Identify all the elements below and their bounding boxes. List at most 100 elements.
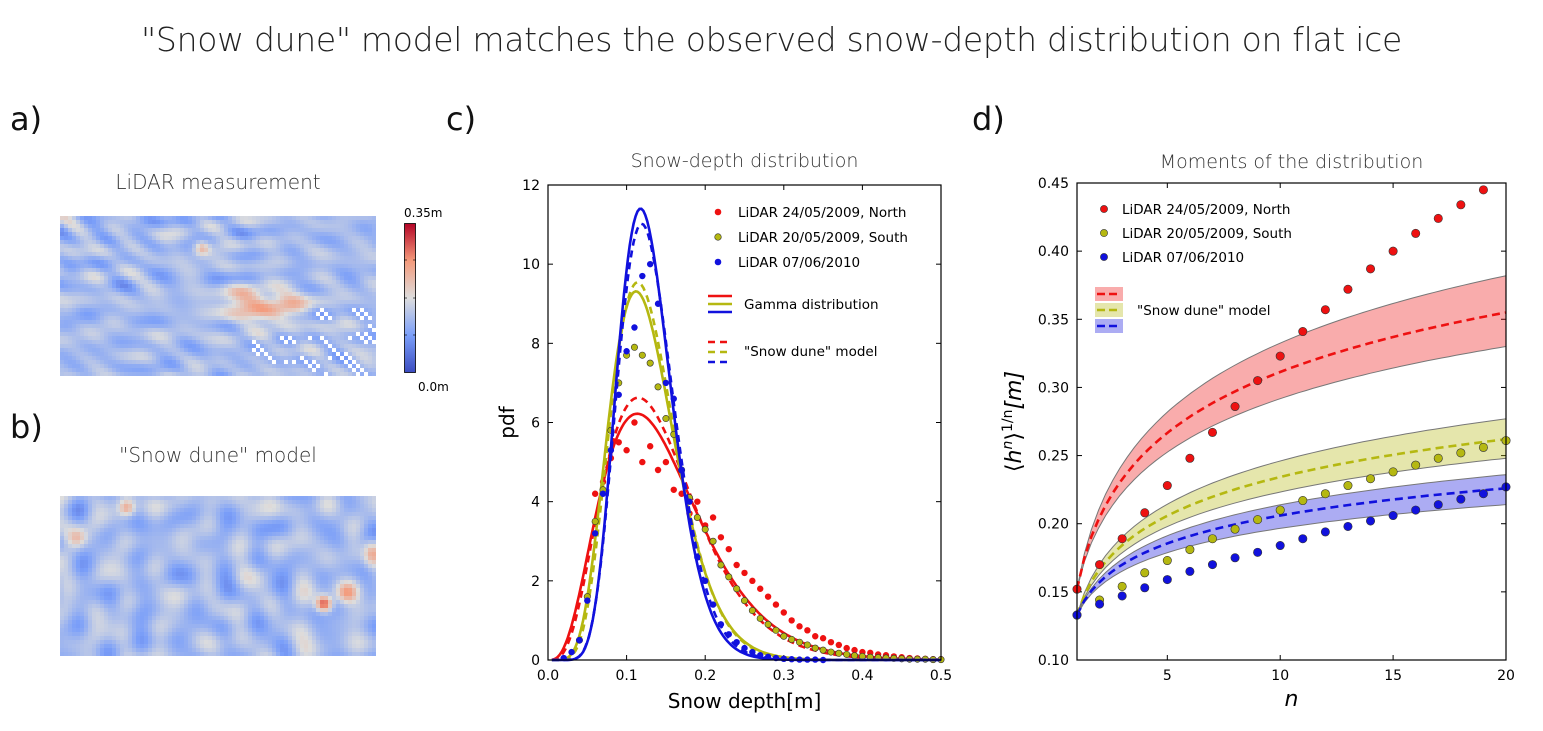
data-point-2010 [1298,534,1308,544]
data-point-south [654,383,662,391]
data-point-2010 [749,648,756,656]
data-point-2010 [662,379,670,387]
data-point-south [693,513,701,521]
legend-marker-south [1100,229,1108,237]
data-point-north [1140,508,1150,518]
data-point-2010 [1140,583,1150,593]
x-tick-label: 0.5 [930,668,952,684]
x-tick-label: 15 [1384,668,1402,684]
data-point-2010 [1275,541,1285,551]
chart-c-ylabel: pdf [495,405,519,438]
y-tick-label: 0.20 [1038,517,1069,533]
data-point-north [812,633,819,640]
data-point-2010 [717,621,725,628]
data-point-2010 [780,655,787,663]
data-point-south [646,359,654,367]
data-point-2010 [709,601,717,608]
data-point-north [1275,351,1285,361]
data-point-south [748,607,756,615]
data-point-south [803,641,811,649]
data-point-2010 [1456,494,1466,504]
ylabel-part: 1/n [1000,410,1016,433]
legend-label: LiDAR 07/06/2010 [738,255,860,271]
data-point-2010 [1117,591,1127,601]
data-point-north [1456,200,1466,210]
data-point-south [796,638,804,646]
colorbar-min-label: 0.0m [418,380,449,394]
panel-a-title: LiDAR measurement [115,170,321,194]
data-point-2010 [670,395,677,402]
data-point-south [843,650,851,658]
chart-c-title: Snow-depth distribution [631,150,859,172]
data-point-south [701,525,709,533]
model-line-north [1075,311,1507,590]
data-point-north [631,419,638,426]
model-line-north [551,396,941,662]
data-point-2010 [764,653,772,661]
data-point-south [1320,489,1330,499]
data-point-south [811,644,819,652]
legend-marker-north [1100,205,1108,213]
data-point-south [1185,545,1195,555]
data-point-north [591,490,599,497]
y-tick-label: 0.40 [1038,244,1069,260]
data-point-south [756,614,764,622]
legend-model-label: "Snow dune" model [744,344,877,360]
x-tick-label: 20 [1497,668,1515,684]
data-point-south [638,351,646,359]
legend-label: LiDAR 24/05/2009, North [738,205,907,221]
ylabel-part: [m] [1002,371,1027,410]
data-point-2010 [646,260,654,268]
data-point-2010 [654,300,662,307]
legend-marker-2010 [714,258,722,266]
data-point-south [1162,556,1172,566]
data-point-2010 [584,597,591,604]
data-point-south [1207,534,1217,544]
chart-d-title: Moments of the distribution [1160,151,1424,173]
colorbar [404,223,416,373]
data-point-north [1320,305,1330,315]
legend-marker-south [714,233,722,241]
data-point-north [780,609,787,616]
data-point-south [1275,505,1285,515]
data-point-south [741,597,749,605]
data-point-north [764,593,772,600]
y-tick-label: 0.35 [1038,312,1069,328]
data-point-north [1095,560,1105,570]
panel-b-title: "Snow dune" model [119,443,317,467]
data-point-south [851,652,859,660]
data-point-2010 [788,656,795,663]
y-tick-label: 0.45 [1038,176,1069,192]
data-point-north [788,617,795,624]
data-point-south [733,585,741,593]
data-point-north [741,569,748,577]
data-point-north [662,458,670,466]
y-tick-label: 10 [522,257,540,273]
data-point-north [1253,376,1263,386]
data-point-north [1366,264,1376,274]
data-point-north [1411,228,1421,238]
legend-label: LiDAR 07/06/2010 [1122,250,1244,266]
data-point-south [1343,481,1353,491]
data-point-south [1366,474,1376,484]
data-point-2010 [576,637,583,644]
data-point-south [819,646,827,654]
data-point-2010 [757,652,764,659]
y-tick-label: 0 [531,653,540,669]
data-point-2010 [733,638,740,646]
data-point-south [1253,515,1263,525]
data-point-2010 [1320,527,1330,537]
legend-marker-north [714,208,722,216]
data-point-north [1388,246,1398,256]
data-point-north [1230,402,1240,412]
data-point-north [623,447,630,454]
data-point-2010 [591,530,599,537]
legend-label: LiDAR 20/05/2009, South [1122,226,1292,242]
data-point-2010 [725,631,732,638]
figure-title: "Snow dune" model matches the observed s… [141,20,1402,59]
panel-d-letter: d) [972,100,1005,138]
legend-label: LiDAR 20/05/2009, South [738,230,908,246]
panel-b-letter: b) [10,408,43,446]
data-point-north [670,486,677,493]
